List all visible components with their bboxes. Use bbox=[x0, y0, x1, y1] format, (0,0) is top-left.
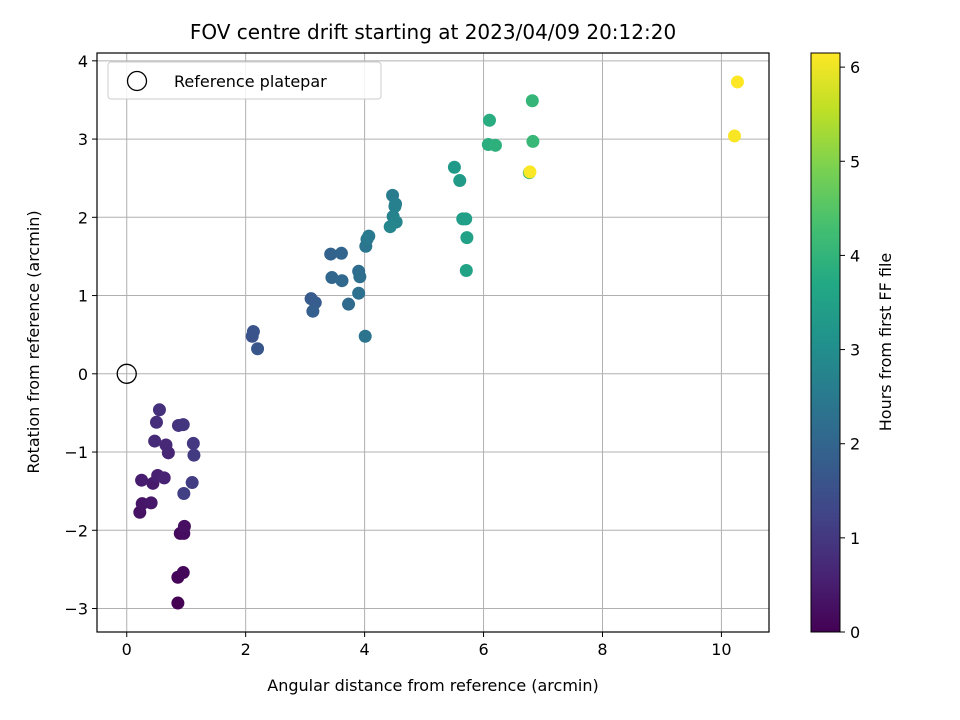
scatter-point bbox=[730, 75, 744, 89]
scatter-point bbox=[353, 270, 367, 284]
scatter-point bbox=[358, 329, 372, 343]
y-tick-label: −3 bbox=[64, 600, 88, 619]
scatter-point bbox=[246, 325, 260, 339]
scatter-point bbox=[149, 415, 163, 429]
scatter-point bbox=[525, 94, 539, 108]
colorbar: 0 1 2 3 4 5 6 Hours from first FF file bbox=[810, 52, 895, 642]
scatter-point bbox=[177, 487, 191, 501]
colorbar-ticks: 0 1 2 3 4 5 6 bbox=[840, 58, 860, 642]
scatter-point bbox=[177, 519, 191, 533]
scatter-point bbox=[523, 165, 537, 179]
legend-reference-marker bbox=[126, 70, 148, 92]
x-axis-label: Angular distance from reference (arcmin) bbox=[267, 676, 598, 695]
scatter-point bbox=[176, 418, 190, 432]
y-tick-label: 2 bbox=[78, 208, 88, 227]
y-tick-label: 3 bbox=[78, 130, 88, 149]
scatter-point bbox=[187, 448, 201, 462]
chart-title: FOV centre drift starting at 2023/04/09 … bbox=[190, 20, 676, 44]
y-tick-label: −1 bbox=[64, 443, 88, 462]
y-tick-label: 0 bbox=[78, 365, 88, 384]
x-tick-label: 8 bbox=[597, 640, 607, 659]
reference-marker bbox=[116, 363, 137, 384]
scatter-point bbox=[148, 434, 162, 448]
y-tick-label: 1 bbox=[78, 287, 88, 306]
scatter-point bbox=[526, 134, 540, 148]
legend: Reference platepar bbox=[107, 61, 382, 100]
colorbar-tick-label: 5 bbox=[850, 152, 860, 171]
x-tick-label: 4 bbox=[360, 640, 370, 659]
colorbar-tick-label: 3 bbox=[850, 341, 860, 360]
scatter-point bbox=[186, 436, 200, 450]
reference-marker-group bbox=[116, 363, 137, 384]
scatter-point bbox=[171, 596, 185, 610]
scatter-point bbox=[459, 264, 473, 278]
scatter-point bbox=[306, 304, 320, 318]
data-points bbox=[133, 75, 744, 610]
x-tick-label: 2 bbox=[241, 640, 251, 659]
scatter-point bbox=[251, 342, 265, 356]
colorbar-tick-label: 1 bbox=[850, 529, 860, 548]
scatter-point bbox=[453, 174, 467, 188]
scatter-point bbox=[185, 476, 199, 490]
scatter-point bbox=[728, 129, 742, 143]
scatter-point bbox=[352, 286, 366, 300]
colorbar-tick-label: 4 bbox=[850, 246, 860, 265]
scatter-point bbox=[176, 566, 190, 580]
scatter-point bbox=[388, 199, 402, 213]
x-tick-label: 0 bbox=[122, 640, 132, 659]
x-tick-label: 6 bbox=[478, 640, 488, 659]
scatter-point bbox=[334, 246, 348, 260]
x-axis-ticks: 0 2 4 6 8 10 bbox=[122, 632, 732, 659]
scatter-point bbox=[324, 247, 338, 261]
scatter-point bbox=[135, 473, 149, 487]
scatter-point bbox=[447, 160, 461, 174]
scatter-point bbox=[459, 212, 473, 226]
scatter-point bbox=[342, 297, 356, 311]
colorbar-tick-label: 2 bbox=[850, 435, 860, 454]
colorbar-label: Hours from first FF file bbox=[876, 253, 895, 432]
colorbar-tick-label: 0 bbox=[850, 623, 860, 642]
grid-lines bbox=[97, 53, 769, 632]
scatter-point bbox=[159, 438, 173, 452]
scatter-point bbox=[144, 496, 158, 510]
y-tick-label: 4 bbox=[78, 52, 88, 71]
scatter-point bbox=[488, 138, 502, 152]
legend-box bbox=[107, 61, 382, 100]
scatter-point bbox=[152, 403, 166, 417]
y-axis-ticks: −3 −2 −1 0 1 2 3 4 bbox=[64, 52, 97, 619]
y-axis-label: Rotation from reference (arcmin) bbox=[24, 210, 43, 473]
scatter-point bbox=[383, 220, 397, 234]
scatter-point bbox=[157, 471, 171, 485]
scatter-point bbox=[482, 113, 496, 127]
scatter-point bbox=[325, 271, 339, 285]
scatter-point bbox=[362, 229, 376, 243]
colorbar-gradient bbox=[810, 52, 841, 633]
x-tick-label: 10 bbox=[711, 640, 731, 659]
scatter-point bbox=[460, 231, 474, 245]
y-tick-label: −2 bbox=[64, 521, 88, 540]
scatter-point bbox=[335, 274, 349, 288]
legend-entry-reference: Reference platepar bbox=[174, 72, 327, 91]
plot-frame bbox=[96, 52, 770, 633]
colorbar-tick-label: 6 bbox=[850, 58, 860, 77]
